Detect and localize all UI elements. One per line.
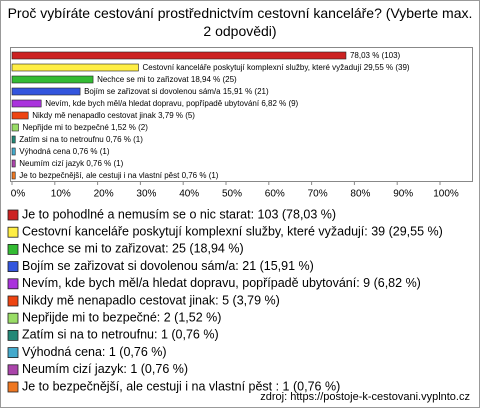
legend-label: Bojím se zařizovat si dovolenou sám/a: 2… xyxy=(22,259,314,273)
x-tick-label: 50% xyxy=(222,189,242,200)
bar-label: Bojím se zařizovat si dovolenou sám/a 15… xyxy=(84,87,269,96)
x-tick-label: 30% xyxy=(136,189,156,200)
legend-label: Nechce se mi to zařizovat: 25 (18,94 %) xyxy=(22,242,244,256)
bar xyxy=(11,159,16,168)
legend-swatch xyxy=(7,243,19,255)
legend-swatch xyxy=(7,312,19,324)
legend-label: Nepřijde mi to bezpečné: 2 (1,52 %) xyxy=(22,310,221,324)
legend-swatch xyxy=(7,329,19,341)
legend-label: Nevím, kde bych měl/a hledat dopravu, po… xyxy=(22,276,421,290)
legend-label: Cestovní kanceláře poskytují komplexní s… xyxy=(22,224,443,238)
bar-label: Cestovní kanceláře poskytují komplexní s… xyxy=(142,63,409,72)
title-box: Proč vybíráte cestování prostřednictvím … xyxy=(7,5,473,39)
x-tick-label: 40% xyxy=(179,189,199,200)
chart-title: Proč vybíráte cestování prostřednictvím … xyxy=(7,5,473,39)
legend-swatch xyxy=(7,295,19,307)
bar-label: Nechce se mi to zařizovat 18,94 % (25) xyxy=(97,75,237,84)
bar-label: Zatím si na to netroufnu 0,76 % (1) xyxy=(19,135,143,144)
bar xyxy=(11,123,19,132)
bar xyxy=(11,171,16,180)
legend-label: Nikdy mě nenapadlo cestovat jinak: 5 (3,… xyxy=(22,293,280,307)
legend-label: Je to bezpečnější, ale cestuji i na vlas… xyxy=(22,379,340,393)
legend-swatch xyxy=(7,209,19,221)
x-tick-label: 0% xyxy=(11,189,26,200)
bar-label: Výhodná cena 0,76 % (1) xyxy=(19,147,110,156)
legend-swatch xyxy=(7,381,19,393)
bar xyxy=(11,99,42,108)
legend-label: Neumím cizí jazyk: 1 (0,76 %) xyxy=(22,362,188,376)
bar-label: Nevím, kde bych měl/a hledat dopravu, po… xyxy=(45,99,298,108)
bar-label: Nikdy mě nenapadlo cestovat jinak 3,79 %… xyxy=(32,111,195,120)
bar xyxy=(11,111,29,120)
bar xyxy=(11,63,139,72)
bar xyxy=(11,51,347,60)
legend-label: Zatím si na to netroufnu: 1 (0,76 %) xyxy=(22,328,219,342)
x-tick-label: 60% xyxy=(265,189,285,200)
bar xyxy=(11,135,16,144)
legend-swatch xyxy=(7,261,19,273)
legend-label: Výhodná cena: 1 (0,76 %) xyxy=(22,345,167,359)
x-tick-label: 20% xyxy=(94,189,114,200)
bar xyxy=(11,147,16,156)
plot-border xyxy=(10,47,473,182)
legend-swatch xyxy=(7,347,19,359)
bar-label: Je to bezpečnější, ale cestuji i na vlas… xyxy=(19,171,219,180)
bar xyxy=(11,87,81,96)
x-tick-label: 100% xyxy=(433,189,459,200)
legend-swatch xyxy=(7,226,19,238)
x-tick-label: 90% xyxy=(393,189,413,200)
source: zdroj: https://postoje-k-cestovani.vypln… xyxy=(260,391,470,403)
x-tick-label: 70% xyxy=(308,189,328,200)
bar-label: Neumím cizí jazyk 0,76 % (1) xyxy=(19,159,123,168)
x-tick-label: 10% xyxy=(51,189,71,200)
legend-swatch xyxy=(7,278,19,290)
bar-label: 78,03 % (103) xyxy=(350,51,401,60)
x-tick-label: 80% xyxy=(350,189,370,200)
legend-swatch xyxy=(7,364,19,376)
bar xyxy=(11,75,94,84)
legend-label: Je to pohodlné a nemusím se o nic starat… xyxy=(22,207,336,221)
bar-label: Nepřijde mi to bezpečné 1,52 % (2) xyxy=(23,123,149,132)
